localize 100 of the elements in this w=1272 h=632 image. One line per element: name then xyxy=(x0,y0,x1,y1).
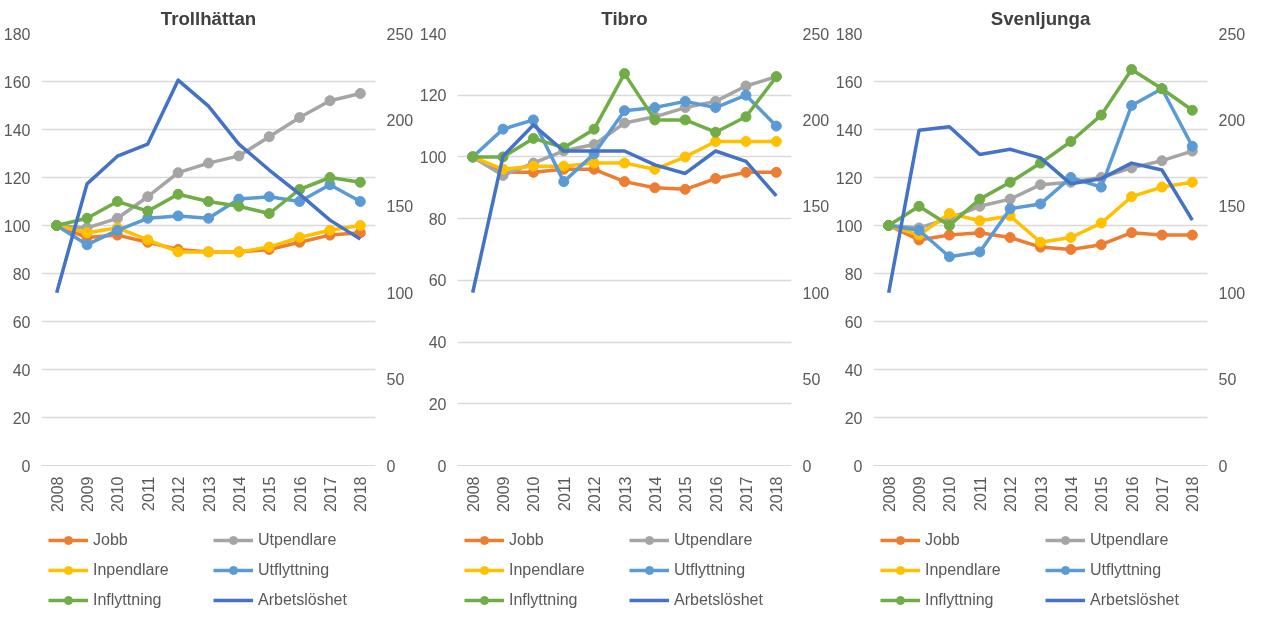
x-tick-label: 2017 xyxy=(737,476,755,513)
legend-label: Utpendlare xyxy=(258,531,338,549)
chart-title: Trollhättan xyxy=(160,7,257,29)
legend-label: Utflyttning xyxy=(674,561,747,579)
y-tick-label: 80 xyxy=(12,265,31,283)
y2-tick-label: 150 xyxy=(802,198,830,216)
x-tick-label: 2013 xyxy=(200,476,218,513)
x-tick-label: 2018 xyxy=(352,476,370,513)
legend-label: Arbetslöshet xyxy=(258,591,348,609)
y-tick-label: 100 xyxy=(835,217,863,235)
y2-tick-label: 50 xyxy=(1218,371,1237,389)
y2-tick-label: 0 xyxy=(386,457,396,475)
x-tick-label: 2008 xyxy=(880,476,898,513)
y-tick-label: 0 xyxy=(437,457,447,475)
y2-tick-label: 250 xyxy=(802,25,830,43)
y2-tick-label: 0 xyxy=(1218,457,1228,475)
y2-tick-label: 100 xyxy=(386,284,414,302)
y-tick-label: 20 xyxy=(428,395,447,413)
y-tick-label: 140 xyxy=(835,121,863,139)
legend-label: Utpendlare xyxy=(674,531,754,549)
y-tick-label: 120 xyxy=(835,169,863,187)
chart-title: Svenljunga xyxy=(990,7,1091,29)
x-tick-label: 2008 xyxy=(464,476,482,513)
y2-tick-label: 50 xyxy=(386,371,405,389)
x-tick-label: 2015 xyxy=(677,476,695,513)
y-tick-label: 60 xyxy=(12,313,31,331)
y-tick-label: 140 xyxy=(419,25,447,43)
x-tick-label: 2017 xyxy=(321,476,339,513)
legend-label: Utpendlare xyxy=(1090,531,1170,549)
x-tick-label: 2015 xyxy=(1093,476,1111,513)
legend-label: Utflyttning xyxy=(1090,561,1163,579)
y2-tick-label: 150 xyxy=(386,198,414,216)
legend-label: Inpendlare xyxy=(93,561,170,579)
x-tick-label: 2014 xyxy=(230,476,248,513)
legend-label: Inpendlare xyxy=(509,561,586,579)
x-tick-label: 2011 xyxy=(139,476,157,511)
y-tick-label: 100 xyxy=(3,217,31,235)
legend-label: Jobb xyxy=(925,531,961,549)
x-tick-label: 2008 xyxy=(48,476,66,513)
legend-label: Inflyttning xyxy=(93,591,163,609)
x-tick-label: 2009 xyxy=(79,476,97,513)
x-tick-label: 2014 xyxy=(646,476,664,513)
y-tick-label: 180 xyxy=(3,25,31,43)
y-tick-label: 80 xyxy=(428,210,447,228)
y-tick-label: 40 xyxy=(428,334,447,352)
y-tick-label: 20 xyxy=(12,409,31,427)
x-tick-label: 2016 xyxy=(291,476,309,513)
legend-label: Utflyttning xyxy=(258,561,331,579)
y2-tick-label: 250 xyxy=(386,25,414,43)
y-tick-label: 0 xyxy=(853,457,863,475)
x-tick-label: 2009 xyxy=(495,476,513,513)
y2-tick-label: 250 xyxy=(1218,25,1246,43)
x-tick-label: 2016 xyxy=(707,476,725,513)
x-tick-label: 2011 xyxy=(971,476,989,511)
x-tick-label: 2017 xyxy=(1153,476,1171,513)
y-tick-label: 160 xyxy=(835,73,863,91)
y-tick-label: 60 xyxy=(844,313,863,331)
legend-label: Inflyttning xyxy=(925,591,995,609)
x-tick-label: 2011 xyxy=(555,476,573,511)
y-tick-label: 100 xyxy=(419,148,447,166)
legend-label: Jobb xyxy=(93,531,129,549)
y-tick-label: 180 xyxy=(835,25,863,43)
y-tick-label: 140 xyxy=(3,121,31,139)
y-tick-label: 120 xyxy=(3,169,31,187)
y2-tick-label: 50 xyxy=(802,371,821,389)
y-tick-label: 80 xyxy=(844,265,863,283)
legend-label: Arbetslöshet xyxy=(1090,591,1180,609)
y2-tick-label: 200 xyxy=(386,111,414,129)
x-tick-label: 2010 xyxy=(109,476,127,513)
y-tick-label: 20 xyxy=(844,409,863,427)
y-tick-label: 60 xyxy=(428,272,447,290)
x-tick-label: 2013 xyxy=(1032,476,1050,513)
x-tick-label: 2018 xyxy=(768,476,786,513)
y-tick-label: 0 xyxy=(21,457,31,475)
y2-tick-label: 200 xyxy=(1218,111,1246,129)
y-tick-label: 40 xyxy=(844,361,863,379)
legend-label: Jobb xyxy=(509,531,545,549)
y2-tick-label: 200 xyxy=(802,111,830,129)
x-tick-label: 2015 xyxy=(261,476,279,513)
y2-tick-label: 100 xyxy=(1218,284,1246,302)
legend-label: Inflyttning xyxy=(509,591,579,609)
y2-tick-label: 100 xyxy=(802,284,830,302)
x-tick-label: 2012 xyxy=(170,476,188,513)
x-tick-label: 2009 xyxy=(911,476,929,513)
y-tick-label: 40 xyxy=(12,361,31,379)
x-tick-label: 2018 xyxy=(1184,476,1202,513)
y2-tick-label: 150 xyxy=(1218,198,1246,216)
x-tick-label: 2010 xyxy=(525,476,543,513)
x-tick-label: 2016 xyxy=(1123,476,1141,513)
y-tick-label: 120 xyxy=(419,87,447,105)
y-tick-label: 160 xyxy=(3,73,31,91)
x-tick-label: 2010 xyxy=(941,476,959,513)
legend-label: Arbetslöshet xyxy=(674,591,764,609)
x-tick-label: 2012 xyxy=(586,476,604,513)
legend-label: Inpendlare xyxy=(925,561,1002,579)
y2-tick-label: 0 xyxy=(802,457,812,475)
x-tick-label: 2014 xyxy=(1062,476,1080,513)
x-tick-label: 2012 xyxy=(1002,476,1020,513)
x-tick-label: 2013 xyxy=(616,476,634,513)
chart-title: Tibro xyxy=(601,7,648,29)
